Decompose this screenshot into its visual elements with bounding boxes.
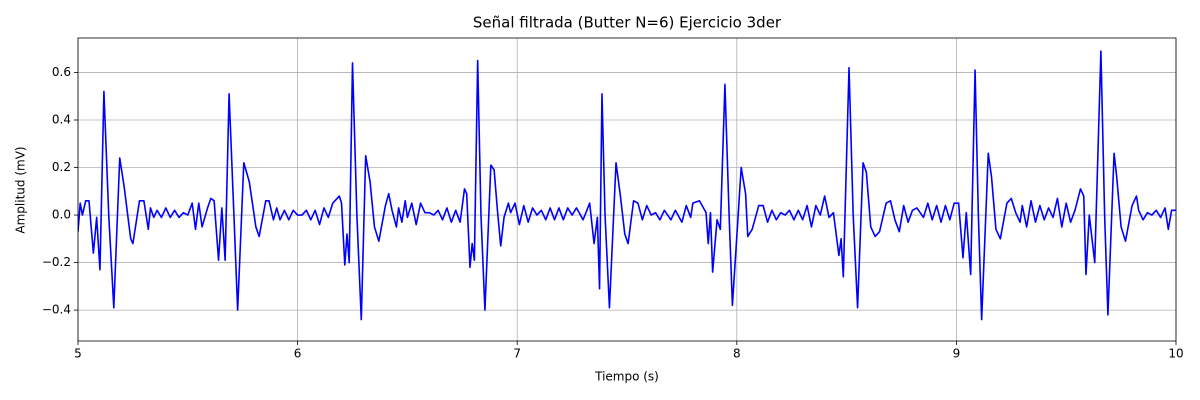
y-tick-label: 0.0 — [52, 208, 71, 222]
y-tick-label: 0.4 — [52, 112, 71, 126]
x-tick-label: 8 — [733, 347, 741, 361]
y-tick-label: 0.6 — [52, 65, 71, 79]
plot-frame — [77, 37, 1177, 342]
chart-title: Señal filtrada (Butter N=6) Ejercicio 3d… — [473, 14, 782, 32]
x-tick-label: 6 — [294, 347, 302, 361]
x-tick-label: 10 — [1168, 347, 1183, 361]
x-axis-label: Tiempo (s) — [594, 370, 659, 384]
y-tick-label: 0.2 — [52, 160, 71, 174]
y-tick-label: −0.2 — [42, 255, 71, 269]
y-axis-label: Amplitud (mV) — [14, 146, 28, 233]
y-tick-label: −0.4 — [42, 303, 71, 317]
x-tick-label: 5 — [74, 347, 82, 361]
signal-line — [78, 50, 1176, 321]
x-tick-label: 9 — [953, 347, 961, 361]
x-tick-label: 7 — [513, 347, 521, 361]
